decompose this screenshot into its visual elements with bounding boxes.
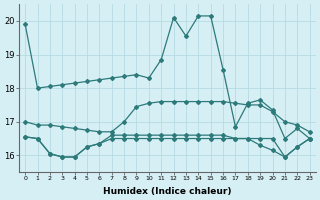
X-axis label: Humidex (Indice chaleur): Humidex (Indice chaleur) — [103, 187, 232, 196]
